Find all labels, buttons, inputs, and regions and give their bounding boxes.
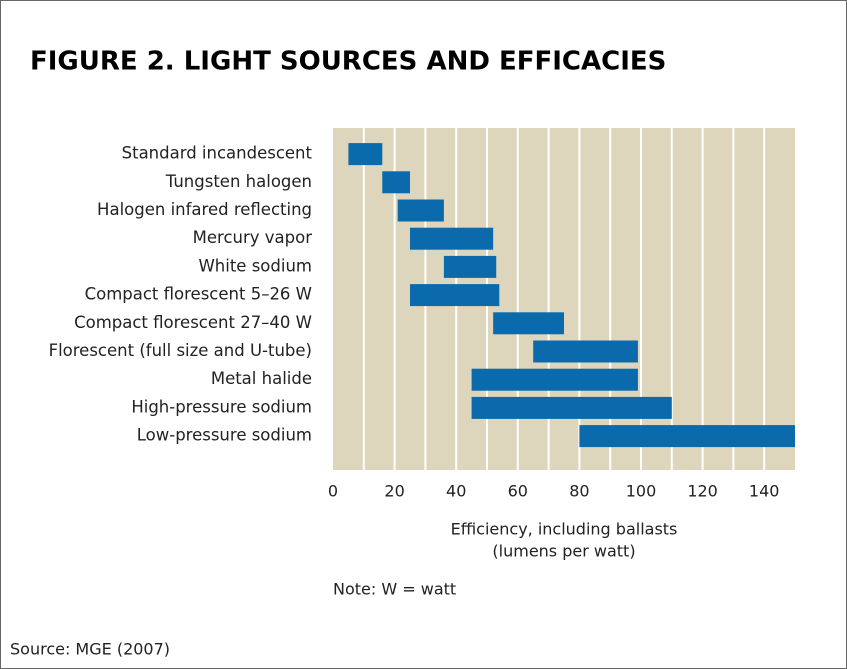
bar (382, 171, 410, 194)
bar (493, 312, 564, 335)
x-tick-label: 20 (384, 482, 404, 501)
bar (471, 368, 638, 391)
x-axis-label: (lumens per watt) (492, 542, 635, 561)
chart-title: FIGURE 2. LIGHT SOURCES AND EFFICACIES (30, 47, 666, 77)
y-tick-label: Metal halide (211, 369, 312, 388)
x-tick-label: 140 (749, 482, 780, 501)
bar (397, 199, 444, 222)
x-tick-label: 100 (626, 482, 657, 501)
bar (410, 227, 494, 250)
x-tick-label: 120 (687, 482, 718, 501)
y-tick-label: Halogen infared reflecting (97, 200, 312, 219)
y-tick-label: Low-pressure sodium (137, 426, 312, 445)
bar (471, 396, 672, 419)
x-tick-label: 80 (569, 482, 589, 501)
bar (579, 425, 795, 448)
source: Source: MGE (2007) (10, 640, 170, 659)
y-tick-label: White sodium (198, 256, 312, 275)
y-tick-label: High-pressure sodium (131, 397, 312, 416)
y-tick-label: Compact florescent 5–26 W (85, 285, 312, 304)
x-tick-label: 40 (446, 482, 466, 501)
bar (533, 340, 638, 363)
x-tick-label: 60 (508, 482, 528, 501)
y-tick-label: Florescent (full size and U-tube) (49, 341, 312, 360)
bar (410, 284, 500, 307)
y-tick-label: Mercury vapor (193, 228, 313, 247)
bar (348, 143, 383, 166)
y-tick-label: Standard incandescent (122, 144, 313, 163)
note: Note: W = watt (333, 580, 456, 599)
y-tick-label: Tungsten halogen (165, 172, 312, 191)
bar (443, 255, 497, 278)
y-tick-label: Compact florescent 27–40 W (74, 313, 312, 332)
x-tick-label: 0 (328, 482, 338, 501)
x-axis-label: Efficiency, including ballasts (451, 520, 678, 539)
